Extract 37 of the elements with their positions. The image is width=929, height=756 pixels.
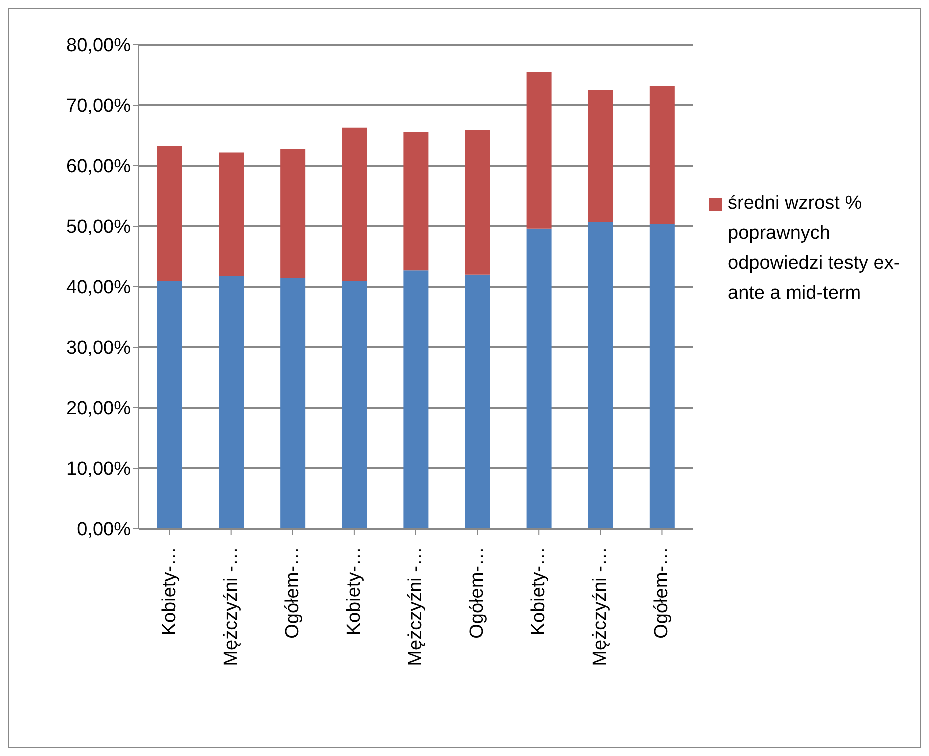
bar <box>157 282 182 529</box>
bar <box>342 280 368 529</box>
x-tick-label: Ogółem-… <box>282 547 304 639</box>
x-tick-label: Mężczyźni -… <box>590 547 612 666</box>
x-tick-label: Mężczyźni -… <box>406 547 426 666</box>
y-tick-label: 40,00% <box>66 278 132 299</box>
y-tick-label: 60,00% <box>66 156 132 178</box>
x-tick-label: Ogółem-… <box>652 547 673 639</box>
bar <box>526 228 552 529</box>
bar <box>404 270 429 529</box>
bar <box>157 146 182 282</box>
bar <box>588 90 614 222</box>
y-tick-label: 70,00% <box>66 96 132 118</box>
bar <box>404 132 429 271</box>
bar <box>526 72 552 229</box>
bar <box>342 128 368 281</box>
y-tick-label: 50,00% <box>66 217 132 238</box>
bar <box>219 276 244 529</box>
bar <box>280 149 306 279</box>
x-tick-label: Ogółem-… <box>467 547 488 639</box>
legend-label: średni wzrost % poprawnych odpowiedzi testy ex-ante a mid-term <box>728 192 902 306</box>
bar <box>465 274 490 529</box>
y-tick-label: 80,00% <box>66 36 132 57</box>
bar <box>588 222 614 529</box>
bar <box>650 224 675 529</box>
bar <box>280 278 306 529</box>
x-tick-label: Kobiety-… <box>528 547 550 636</box>
bar <box>650 86 675 224</box>
y-tick-label: 30,00% <box>66 338 132 360</box>
x-tick-label: Kobiety-… <box>159 547 180 636</box>
y-tick-label: 0,00% <box>77 520 132 541</box>
x-tick-label: Kobiety-… <box>344 547 365 636</box>
y-tick-label: 10,00% <box>66 459 132 480</box>
bar <box>219 152 244 276</box>
bar <box>465 130 490 275</box>
x-tick-label: Mężczyźni -… <box>220 547 242 666</box>
y-tick-label: 20,00% <box>66 398 132 420</box>
